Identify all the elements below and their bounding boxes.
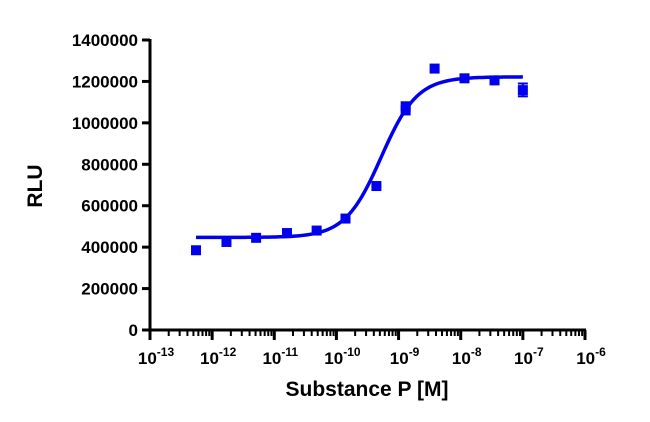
data-point (281, 228, 292, 239)
x-tick-exponent: -8 (471, 345, 482, 359)
x-tick-label: 10-10 (324, 345, 361, 368)
fit-curve (196, 75, 523, 240)
y-tick-label: 1000000 (72, 114, 138, 133)
x-tick-exponent: -11 (281, 345, 298, 359)
x-tick-exponent: -12 (219, 345, 237, 359)
x-tick-base: 10 (324, 349, 343, 368)
y-axis-title: RLU (24, 164, 47, 207)
x-tick-exponent: -10 (343, 345, 361, 359)
x-tick-label: 10-13 (138, 345, 175, 368)
x-tick-exponent: -13 (157, 345, 175, 359)
y-tick-label: 400000 (81, 238, 138, 257)
x-tick-label: 10-7 (514, 345, 544, 368)
x-tick-exponent: -9 (409, 345, 420, 359)
x-tick-base: 10 (576, 349, 595, 368)
y-tick-label: 200000 (81, 280, 138, 299)
y-tick-label: 600000 (81, 197, 138, 216)
y-tick-label: 800000 (81, 155, 138, 174)
x-tick-base: 10 (514, 349, 533, 368)
data-point (517, 85, 528, 96)
data-point (340, 213, 351, 224)
data-point (191, 245, 202, 256)
data-point (251, 232, 262, 243)
x-tick-base: 10 (262, 349, 281, 368)
x-tick-base: 10 (138, 349, 157, 368)
x-tick-label: 10-8 (452, 345, 482, 368)
x-ticks: 10-13 10-12 10-11 10-10 10-9 10-8 10-7 10-6 (138, 330, 606, 368)
data-point (489, 75, 500, 86)
y-axis: 0 200000 400000 600000 800000 1000000 1200000 1… (72, 31, 152, 340)
y-tick-label: 0 (129, 321, 138, 340)
x-tick-base: 10 (390, 349, 409, 368)
x-tick-exponent: -7 (533, 345, 544, 359)
data-point (311, 225, 322, 236)
x-tick-label: 10-11 (262, 345, 298, 368)
x-tick-label: 10-9 (390, 345, 420, 368)
y-tick-label: 1200000 (72, 72, 138, 91)
data-point (371, 181, 382, 192)
y-tick-label: 1400000 (72, 31, 138, 50)
y-ticks: 0 200000 400000 600000 800000 1000000 1200000 1… (72, 31, 150, 340)
x-tick-label: 10-6 (576, 345, 606, 368)
data-point (221, 236, 232, 247)
data-point (400, 101, 411, 112)
data-points (191, 63, 528, 256)
x-tick-label: 10-12 (200, 345, 237, 368)
data-point (459, 73, 470, 84)
x-tick-base: 10 (452, 349, 471, 368)
data-point (429, 63, 440, 74)
x-axis-title: Substance P [M] (286, 378, 449, 401)
x-tick-exponent: -6 (595, 345, 606, 359)
x-tick-base: 10 (200, 349, 219, 368)
x-axis: 10-13 10-12 10-11 10-10 10-9 10-8 10-7 10-6 (138, 328, 606, 368)
